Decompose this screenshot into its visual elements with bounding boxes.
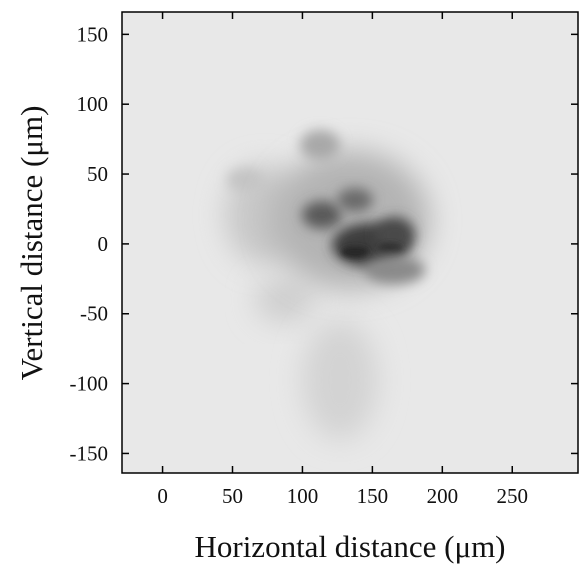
y-tick-label: -150 xyxy=(70,441,109,465)
y-tick-label: -100 xyxy=(70,372,109,396)
x-tick-label: 200 xyxy=(427,484,459,508)
y-tick-label: 0 xyxy=(98,232,109,256)
y-tick-label: 50 xyxy=(87,162,108,186)
y-tick-label: 150 xyxy=(77,22,109,46)
plot-frame xyxy=(121,11,579,474)
x-axis-label: Horizontal distance (μm) xyxy=(194,529,505,564)
axes: 0 50 100 150 200 250 -150 -100 -50 0 50 100 150 xyxy=(70,12,578,508)
x-tick-label: 250 xyxy=(497,484,529,508)
x-tick-label: 150 xyxy=(357,484,389,508)
x-tick-label: 0 xyxy=(157,484,168,508)
intensity-image xyxy=(225,130,430,440)
x-tick-label: 100 xyxy=(287,484,319,508)
x-tick-label: 50 xyxy=(222,484,243,508)
y-tick-label: -50 xyxy=(80,302,108,326)
y-tick-label: 100 xyxy=(77,92,109,116)
y-axis-label: Vertical distance (μm) xyxy=(14,106,49,381)
